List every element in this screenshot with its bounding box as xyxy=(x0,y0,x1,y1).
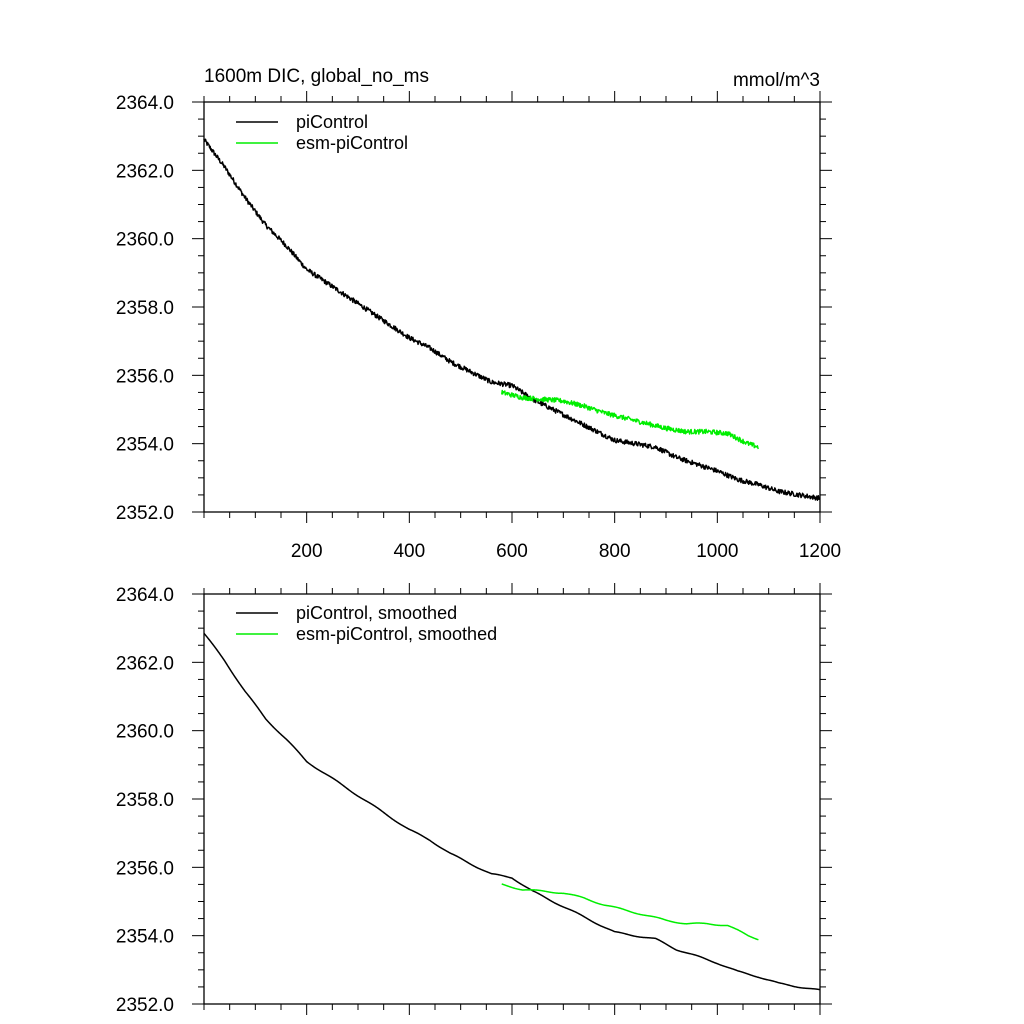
y-tick-label: 2356.0 xyxy=(116,858,174,879)
x-tick-label: 200 xyxy=(291,541,323,562)
plot-frame xyxy=(203,101,821,513)
y-tick-label: 2352.0 xyxy=(116,995,174,1016)
y-tick-label: 2354.0 xyxy=(116,435,174,456)
x-tick-label: 400 xyxy=(393,541,425,562)
y-tick-label: 2354.0 xyxy=(116,927,174,948)
y-tick-label: 2352.0 xyxy=(116,503,174,524)
top-panel: 200 400 600 800 1000 1200 2352.0 2354.0 2356.0 23… xyxy=(116,91,841,562)
series-line-1 xyxy=(500,389,760,450)
y-tick-label: 2364.0 xyxy=(116,585,174,606)
legend-label-0: piControl xyxy=(296,112,368,132)
bottom-panel: 2352.0 2354.0 2356.0 2358.0 2360.0 2362.0 2364… xyxy=(116,583,832,1016)
y-tick-label: 2358.0 xyxy=(116,790,174,811)
legend-label-1: esm-piControl xyxy=(296,133,408,153)
series-line-1 xyxy=(501,883,759,941)
y-tick-label: 2362.0 xyxy=(116,161,174,182)
series-line-0 xyxy=(203,138,821,502)
legend-label-0: piControl, smoothed xyxy=(296,603,457,623)
y-tick-label: 2362.0 xyxy=(116,653,174,674)
x-tick-label: 1200 xyxy=(799,541,841,562)
x-tick-label: 800 xyxy=(599,541,631,562)
y-tick-label: 2360.0 xyxy=(116,722,174,743)
y-tick-label: 2360.0 xyxy=(116,230,174,251)
x-tick-label: 600 xyxy=(496,541,528,562)
series-line-0 xyxy=(203,632,821,991)
units-label: mmol/m^3 xyxy=(733,70,820,91)
chart-title: 1600m DIC, global_no_ms xyxy=(204,66,429,87)
y-tick-label: 2356.0 xyxy=(116,366,174,387)
y-tick-label: 2364.0 xyxy=(116,93,174,114)
plot-frame xyxy=(203,593,821,1005)
y-tick-label: 2358.0 xyxy=(116,298,174,319)
x-tick-label: 1000 xyxy=(696,541,738,562)
legend-label-1: esm-piControl, smoothed xyxy=(296,624,497,644)
